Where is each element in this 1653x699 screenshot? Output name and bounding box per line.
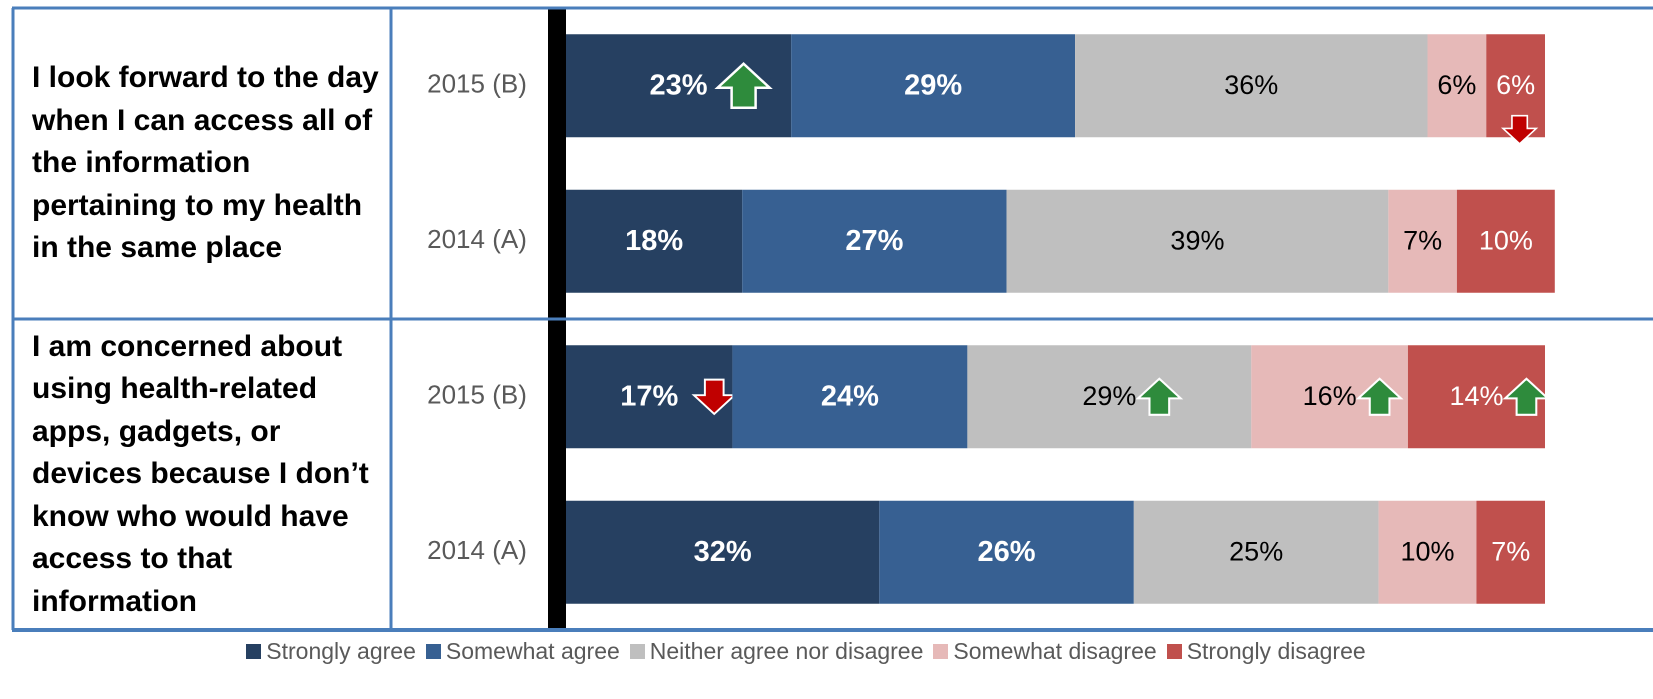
bar-segment: [879, 500, 1134, 604]
value-label: 36%: [1224, 70, 1278, 100]
value-label: 26%: [978, 536, 1036, 568]
value-label: 29%: [1082, 381, 1136, 411]
legend-swatch: [425, 643, 441, 659]
legend-label: Somewhat disagree: [953, 637, 1157, 664]
value-label: 39%: [1170, 225, 1224, 255]
legend-label: Strongly disagree: [1186, 637, 1366, 664]
legend-swatch: [933, 643, 949, 659]
statement: I look forward to the day when I can acc…: [32, 61, 379, 265]
value-label: 10%: [1479, 225, 1533, 255]
value-label: 7%: [1403, 225, 1442, 255]
bar-segment: [1075, 34, 1428, 138]
bar-segment: [1006, 189, 1389, 293]
value-label: 24%: [821, 380, 879, 412]
bar-segment: [1456, 189, 1555, 293]
year-label: 2014 (A): [427, 535, 527, 565]
bar-segment: [1133, 500, 1379, 604]
year-label: 2015 (B): [427, 380, 527, 410]
bar-segment: [566, 189, 743, 293]
value-label: 29%: [904, 69, 962, 101]
year-label: 2015 (B): [427, 69, 527, 99]
bar-segment: [742, 189, 1007, 293]
legend-swatch: [629, 643, 645, 659]
legend-label: Strongly agree: [266, 637, 416, 664]
bar-segment: [1476, 500, 1545, 604]
bar-segment: [967, 345, 1252, 449]
value-label: 6%: [1437, 70, 1476, 100]
legend-label: Somewhat agree: [445, 637, 620, 664]
value-label: 14%: [1449, 381, 1503, 411]
up-arrow: [714, 62, 773, 109]
legend: Strongly agree Somewhat agree Neither agre…: [0, 635, 1622, 667]
up-arrow: [1355, 377, 1404, 416]
value-label: 17%: [620, 380, 678, 412]
legend-swatch: [246, 643, 262, 659]
legend-item: Neither agree nor disagree: [629, 637, 924, 665]
value-label: 10%: [1400, 536, 1454, 566]
bar-segment: [1427, 34, 1487, 138]
value-label: 25%: [1229, 536, 1283, 566]
up-arrow: [1135, 377, 1184, 416]
legend-swatch: [1166, 643, 1182, 659]
value-label: 18%: [625, 225, 683, 257]
legend-item: Somewhat agree: [425, 637, 620, 665]
value-label: 6%: [1496, 70, 1535, 100]
bar-segment: [1378, 500, 1477, 604]
year-label: 2014 (A): [427, 224, 527, 254]
value-label: 32%: [694, 536, 752, 568]
bar-segment: [791, 34, 1076, 138]
legend-item: Somewhat disagree: [933, 637, 1157, 665]
value-label: 7%: [1491, 536, 1530, 566]
value-label: 23%: [650, 69, 708, 101]
legend-item: Strongly disagree: [1166, 637, 1366, 665]
legend-item: Strongly agree: [246, 638, 416, 665]
down-arrow: [1500, 114, 1539, 145]
legend-label: Neither agree nor disagree: [649, 637, 924, 664]
up-arrow: [1502, 377, 1551, 416]
bar-segment: [732, 345, 968, 449]
value-label: 16%: [1303, 381, 1357, 411]
bar-segment: [566, 500, 880, 604]
value-label: 27%: [845, 225, 903, 257]
bar-segment: [1388, 189, 1457, 293]
statement: I am concerned about using health-relate…: [32, 329, 369, 618]
